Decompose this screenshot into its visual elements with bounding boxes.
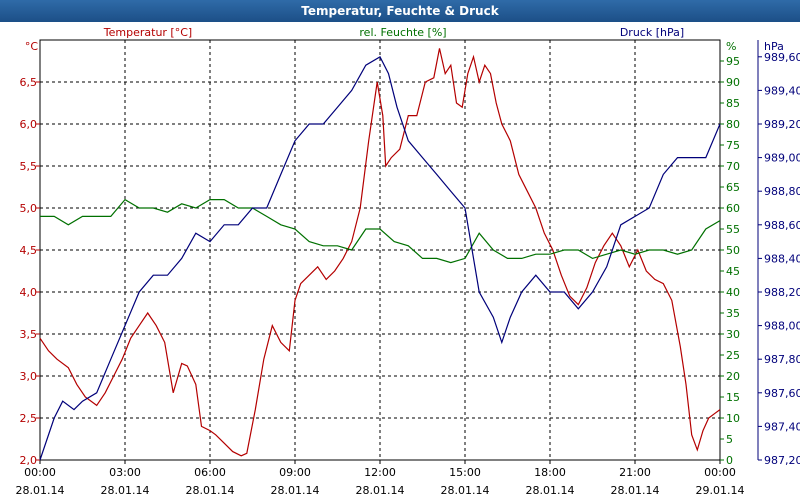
humidity-tick-label: 15 [726,391,740,404]
series-line-temperature [39,48,721,457]
x-tick-date: 28.01.14 [186,484,235,497]
pressure-tick-label: 989,60 [764,51,800,64]
pressure-tick-label: 989,00 [764,152,800,165]
chart: 00:00 28.01.14 03:00 28.01.14 06:00 28.01.14 0… [16,26,800,497]
humidity-tick-label: 35 [726,307,740,320]
pressure-tick-label: 987,20 [764,454,800,467]
humidity-tick-label: 25 [726,349,740,362]
axis-label-pressure: Druck [hPa] [620,26,684,39]
series-layer [39,48,721,461]
x-tick-time: 00:00 [24,466,56,479]
x-tick-date: 28.01.14 [611,484,660,497]
humidity-tick-label: 30 [726,328,740,341]
humidity-tick-label: 0 [726,454,733,467]
unit-temperature: °C [25,40,39,53]
unit-pressure: hPa [764,40,784,53]
humidity-tick-label: 5 [726,433,733,446]
x-tick-time: 18:00 [534,466,566,479]
pressure-tick-label: 989,40 [764,84,800,97]
humidity-tick-label: 55 [726,223,740,236]
temperature-tick-label: 6,0 [20,118,38,131]
x-tick-date: 28.01.14 [271,484,320,497]
humidity-tick-label: 45 [726,265,740,278]
pressure-tick-label: 987,40 [764,420,800,433]
axis-label-humidity: rel. Feuchte [%] [359,26,446,39]
humidity-tick-label: 10 [726,412,740,425]
window-title: Temperatur, Feuchte & Druck [0,0,800,22]
x-tick-time: 21:00 [619,466,651,479]
x-tick-time: 09:00 [279,466,311,479]
temperature-tick-label: 6,5 [20,76,38,89]
pressure-tick-label: 987,60 [764,387,800,400]
temperature-tick-label: 2,0 [20,454,38,467]
humidity-tick-label: 95 [726,55,740,68]
humidity-tick-label: 85 [726,97,740,110]
x-tick-date: 28.01.14 [526,484,575,497]
humidity-tick-label: 40 [726,286,740,299]
series-line-pressure [39,55,721,461]
x-tick-date: 28.01.14 [356,484,405,497]
humidity-tick-label: 65 [726,181,740,194]
x-tick-date: 28.01.14 [101,484,150,497]
humidity-tick-label: 75 [726,139,740,152]
pressure-tick-label: 988,20 [764,286,800,299]
humidity-tick-label: 80 [726,118,740,131]
temperature-tick-label: 3,5 [20,328,38,341]
axes: 00:00 28.01.14 03:00 28.01.14 06:00 28.01.14 0… [16,40,800,497]
series-line-humidity [40,198,721,264]
x-tick-time: 12:00 [364,466,396,479]
unit-humidity: % [726,40,736,53]
temperature-tick-label: 4,0 [20,286,38,299]
humidity-tick-label: 50 [726,244,740,257]
x-tick-time: 03:00 [109,466,141,479]
humidity-tick-label: 70 [726,160,740,173]
x-tick-time: 00:00 [704,466,736,479]
temperature-tick-label: 2,5 [20,412,38,425]
temperature-tick-label: 3,0 [20,370,38,383]
axis-label-temperature: Temperatur [°C] [103,26,192,39]
humidity-tick-label: 90 [726,76,740,89]
pressure-tick-label: 987,80 [764,353,800,366]
temperature-tick-label: 4,5 [20,244,38,257]
x-tick-date: 28.01.14 [16,484,65,497]
humidity-tick-label: 20 [726,370,740,383]
x-tick-time: 06:00 [194,466,226,479]
grid [40,39,720,461]
pressure-tick-label: 988,80 [764,185,800,198]
pressure-tick-label: 988,40 [764,252,800,265]
x-tick-date: 29.01.14 [696,484,745,497]
x-tick-date: 28.01.14 [441,484,490,497]
humidity-tick-label: 60 [726,202,740,215]
pressure-tick-label: 988,60 [764,219,800,232]
pressure-tick-label: 988,00 [764,320,800,333]
x-tick-time: 15:00 [449,466,481,479]
pressure-tick-label: 989,20 [764,118,800,131]
temperature-tick-label: 5,5 [20,160,38,173]
temperature-tick-label: 5,0 [20,202,38,215]
